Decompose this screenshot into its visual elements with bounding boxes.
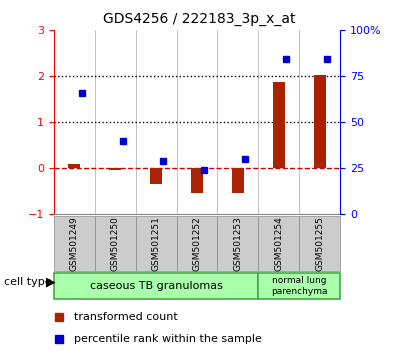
Bar — [150, 168, 162, 184]
Text: percentile rank within the sample: percentile rank within the sample — [74, 334, 261, 344]
Bar — [273, 82, 285, 168]
Text: normal lung
parenchyma: normal lung parenchyma — [271, 276, 328, 296]
Bar — [54, 273, 258, 299]
Text: transformed count: transformed count — [74, 312, 178, 322]
Text: GSM501251: GSM501251 — [152, 216, 160, 271]
Bar — [177, 216, 217, 271]
Text: GSM501249: GSM501249 — [70, 216, 79, 271]
Bar — [217, 216, 258, 271]
Text: caseous TB granulomas: caseous TB granulomas — [90, 281, 222, 291]
Bar — [95, 216, 136, 271]
Bar — [54, 216, 95, 271]
Text: GSM501254: GSM501254 — [274, 216, 283, 271]
Bar — [68, 164, 80, 168]
Text: GSM501252: GSM501252 — [193, 216, 201, 271]
Text: cell type: cell type — [4, 277, 52, 287]
Text: GSM501250: GSM501250 — [111, 216, 120, 271]
Bar — [136, 216, 177, 271]
Bar — [191, 168, 203, 193]
Bar — [258, 273, 340, 299]
Text: ▶: ▶ — [46, 276, 55, 289]
Bar — [299, 216, 340, 271]
Text: GSM501253: GSM501253 — [234, 216, 242, 271]
Bar — [109, 168, 121, 170]
Bar — [258, 216, 299, 271]
Bar — [232, 168, 244, 193]
Bar — [314, 75, 326, 168]
Text: GSM501255: GSM501255 — [315, 216, 324, 271]
Text: GDS4256 / 222183_3p_x_at: GDS4256 / 222183_3p_x_at — [103, 12, 295, 27]
